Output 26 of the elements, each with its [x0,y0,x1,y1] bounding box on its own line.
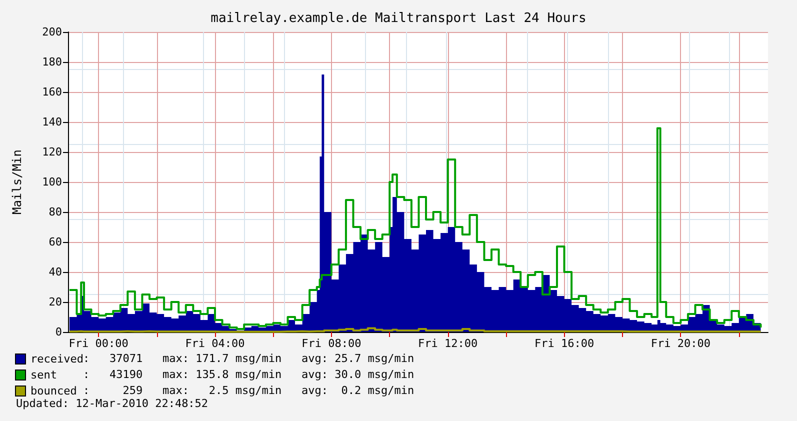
x-tick-label: Fri 04:00 [185,337,245,350]
y-tick-label: 0 [55,326,62,338]
x-tick-label: Fri 16:00 [534,337,594,350]
y-tick-label: 100 [42,176,62,188]
y-tick-label: 60 [48,236,62,248]
x-tick-label: Fri 20:00 [650,337,710,350]
text: : 43190 max: 135.8 msg/min avg: 30.0 msg/min [83,368,414,381]
chart-title: mailrelay.example.de Mailtransport Last 24 Hours [210,11,586,26]
y-tick-label: 120 [42,146,62,158]
text: : 259 max: 2.5 msg/min avg: 0.2 msg/min [83,384,414,397]
text: : 37071 max: 171.7 msg/min avg: 25.7 msg/min [83,352,414,365]
legend-label: bounced [30,384,77,398]
legend-label: received [30,352,84,366]
y-axis-title: Mails/Min [10,149,24,215]
y-tick-label: 180 [42,56,62,68]
x-tick-label: Fri 08:00 [302,337,362,350]
y-tick-label: 20 [48,296,62,308]
text: Updated: 12-Mar-2010 22:48:52 [16,397,208,410]
y-tick-label: 200 [42,26,62,38]
x-tick-label: Fri 12:00 [418,337,478,350]
y-tick-label: 80 [48,206,62,218]
y-tick-label: 40 [48,266,62,278]
legend-label: sent [30,368,57,382]
y-tick-label: 140 [42,116,62,128]
y-tick-label: 160 [42,86,62,98]
x-tick-label: Fri 00:00 [68,337,128,350]
